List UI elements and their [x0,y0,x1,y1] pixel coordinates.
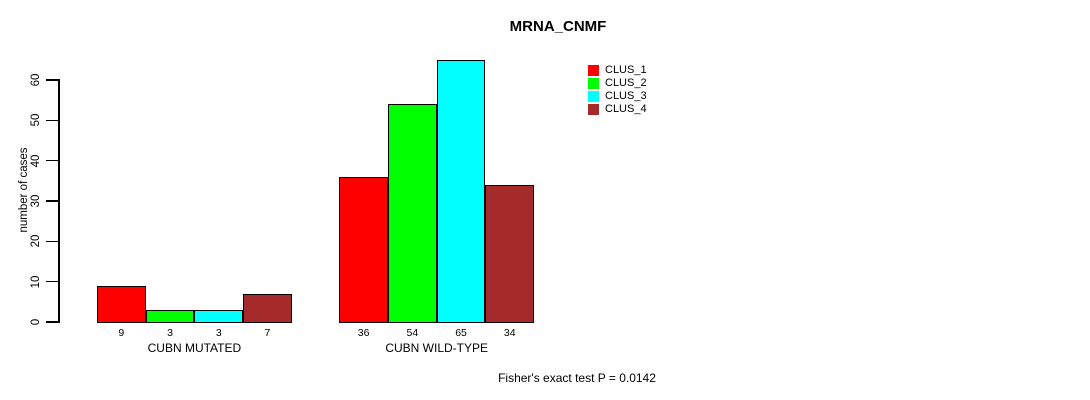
legend-label-clus-4: CLUS_4 [605,103,647,115]
y-axis-tick-label-50: 50 [30,113,42,127]
bar-clus-1-cubn-mutated [97,285,146,324]
y-axis-tick-0 [46,321,58,323]
legend-item-clus-4: CLUS_4 [588,104,647,115]
y-axis-tick-label-40: 40 [30,154,42,168]
legend-swatch-clus-1 [588,65,599,76]
y-axis-line [58,79,60,323]
legend-swatch-clus-3 [588,91,599,102]
y-axis-tick-label-60: 60 [30,73,42,87]
fisher-test-note: Fisher's exact test P = 0.0142 [498,371,656,385]
legend-label-clus-2: CLUS_2 [605,77,647,89]
legend-label-clus-3: CLUS_3 [605,90,647,102]
legend-swatch-clus-4 [588,104,599,115]
x-axis-group-label-cubn-wild-type: CUBN WILD-TYPE [385,341,489,355]
bar-clus-4-cubn-wild-type [485,184,535,324]
legend-item-clus-1: CLUS_1 [588,65,647,76]
bar-value-label-clus-2-cubn-wild-type: 54 [406,327,419,339]
bar-clus-3-cubn-wild-type [436,59,486,324]
bar-clus-4-cubn-mutated [243,293,292,324]
legend-label-clus-1: CLUS_1 [605,64,647,76]
y-axis-label: number of cases [18,147,30,233]
y-axis-tick-50 [46,119,58,122]
legend-item-clus-2: CLUS_2 [588,78,647,89]
chart-title: MRNA_CNMF [509,18,607,35]
bar-value-label-clus-1-cubn-wild-type: 36 [357,327,370,339]
bar-value-label-clus-3-cubn-mutated: 3 [215,327,222,339]
y-axis-tick-10 [46,280,58,283]
bar-value-label-clus-3-cubn-wild-type: 65 [455,327,467,339]
bar-value-label-clus-1-cubn-mutated: 9 [118,327,125,339]
y-axis-tick-60 [46,79,58,81]
bar-clus-3-cubn-mutated [194,309,244,324]
y-axis-tick-label-30: 30 [30,194,42,208]
bar-value-label-clus-4-cubn-mutated: 7 [264,327,271,339]
bar-value-label-clus-4-cubn-wild-type: 34 [503,327,516,339]
bar-clus-2-cubn-mutated [145,309,195,324]
x-axis-group-label-cubn-mutated: CUBN MUTATED [147,341,242,355]
y-axis-tick-20 [46,240,58,243]
y-axis-tick-label-10: 10 [30,275,42,289]
y-axis-tick-40 [46,159,58,162]
y-axis-tick-30 [46,200,58,202]
bar-clus-1-cubn-wild-type [339,176,388,324]
legend-item-clus-3: CLUS_3 [588,91,647,102]
bar-value-label-clus-2-cubn-mutated: 3 [167,327,173,339]
bar-clus-2-cubn-wild-type [388,104,437,324]
legend-swatch-clus-2 [588,78,599,89]
legend: CLUS_1 CLUS_2 CLUS_3 CLUS_4 [588,65,647,117]
y-axis-tick-label-0: 0 [30,318,42,326]
y-axis-tick-label-20: 20 [30,234,42,248]
